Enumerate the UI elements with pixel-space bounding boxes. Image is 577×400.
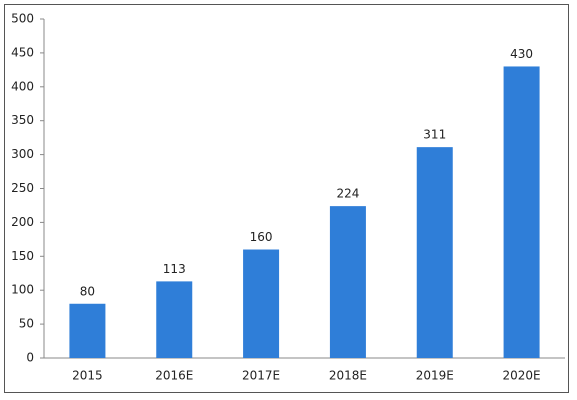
y-tick-label: 450 (11, 45, 34, 59)
x-tick-label: 2019E (416, 369, 454, 383)
x-tick-label: 2017E (242, 369, 280, 383)
value-label: 113 (163, 262, 186, 276)
y-tick-label: 350 (11, 113, 34, 127)
bar (69, 303, 106, 358)
y-tick-label: 500 (11, 12, 34, 26)
value-label: 80 (80, 284, 95, 298)
y-tick-label: 300 (11, 147, 34, 161)
x-tick-label: 2015 (72, 369, 103, 383)
y-tick-label: 100 (11, 283, 34, 297)
bar (416, 147, 453, 358)
value-label: 430 (510, 47, 533, 61)
x-tick-label: 2016E (155, 369, 193, 383)
y-tick-label: 250 (11, 181, 34, 195)
y-tick-label: 50 (19, 317, 34, 331)
y-tick-label: 400 (11, 79, 34, 93)
y-tick-label: 150 (11, 249, 34, 263)
bar (329, 206, 366, 358)
x-tick-label: 2020E (503, 369, 541, 383)
y-tick-label: 200 (11, 215, 34, 229)
bar (156, 281, 193, 358)
value-label: 160 (250, 230, 273, 244)
value-label: 224 (336, 187, 359, 201)
bar (243, 249, 280, 358)
x-tick-label: 2018E (329, 369, 367, 383)
y-tick-label: 0 (26, 351, 34, 365)
bar (503, 66, 540, 359)
value-label: 311 (423, 128, 446, 142)
